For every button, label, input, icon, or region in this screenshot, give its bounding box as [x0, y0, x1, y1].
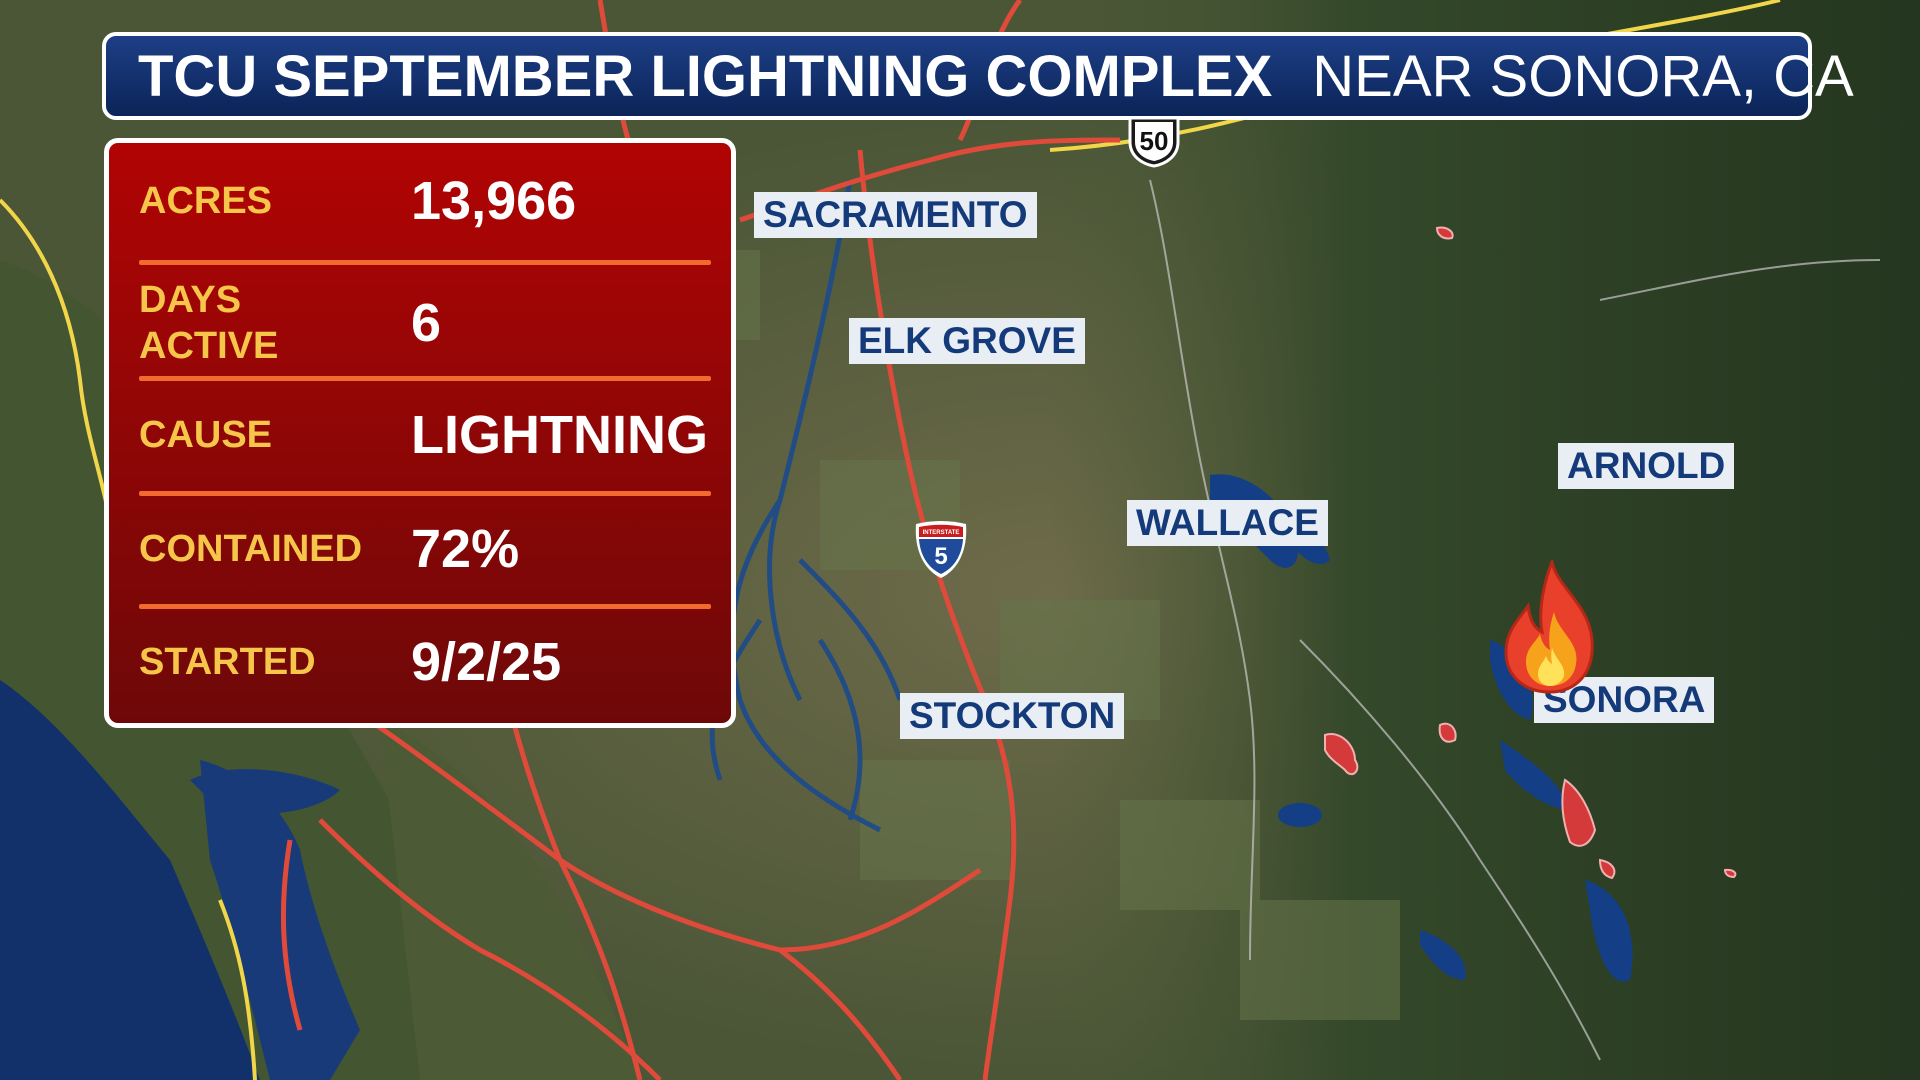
boundary-lines: [1149, 179, 1881, 1061]
title-fire-name: TCU SEPTEMBER LIGHTNING COMPLEX: [138, 43, 1273, 109]
fire-stats-panel: ACRES 13,966 DAYS ACTIVE 6 CAUSE LIGHTNI…: [104, 138, 736, 728]
stat-divider: [139, 376, 711, 381]
city-label-arnold: ARNOLD: [1558, 443, 1735, 489]
fire-perimeter-1: [1324, 733, 1359, 776]
interstate-header: INTERSTATE: [923, 530, 960, 536]
stat-row-days-active: DAYS ACTIVE 6: [139, 277, 711, 373]
highways: [280, 0, 1121, 1080]
san-pablo-bay: [190, 769, 340, 814]
stat-value: LIGHTNING: [411, 405, 708, 465]
farmland: [640, 250, 1400, 1020]
fire-perimeter-6: [1723, 868, 1737, 879]
fire-perimeter-3: [1561, 778, 1597, 847]
fire-perimeter-5: [1435, 226, 1454, 240]
stat-row-started: STARTED 9/2/25: [139, 632, 711, 692]
fire-perimeters: [1324, 226, 1737, 880]
us-route-number: 50: [1140, 126, 1169, 156]
stat-label: ACRES: [139, 180, 273, 222]
title-bar: TCU SEPTEMBER LIGHTNING COMPLEX NEAR SON…: [102, 32, 1854, 120]
city-label-sacramento: SACRAMENTO: [754, 192, 1037, 238]
city-label-wallace: WALLACE: [1127, 500, 1328, 546]
pacific-ocean: [0, 680, 260, 1080]
stat-label: CAUSE: [139, 414, 273, 456]
stat-value: 72%: [411, 519, 520, 579]
stat-row-contained: CONTAINED 72%: [139, 519, 711, 579]
interstate-shield-icon: INTERSTATE 5: [915, 521, 967, 578]
delta-waterways: [709, 179, 903, 833]
stat-value: 6: [411, 293, 442, 353]
city-label-elk-grove: ELK GROVE: [849, 318, 1085, 364]
stat-row-acres: ACRES 13,966: [139, 171, 711, 231]
us-route-shield-icon: 50: [1128, 116, 1180, 168]
title-location: NEAR SONORA, CA: [1312, 43, 1854, 109]
fire-perimeter-2: [1438, 722, 1457, 743]
san-francisco-bay: [200, 760, 360, 1080]
stat-divider: [139, 491, 711, 496]
interstate-number: 5: [934, 543, 947, 570]
stat-divider: [139, 260, 711, 265]
fire-icon: [1504, 560, 1594, 694]
stat-label: STARTED: [139, 641, 316, 683]
stat-row-cause: CAUSE LIGHTNING: [139, 405, 711, 465]
fire-perimeter-4: [1598, 858, 1616, 880]
stat-value: 13,966: [411, 171, 577, 231]
diablo-range: [380, 720, 640, 1080]
city-label-stockton: STOCKTON: [900, 693, 1125, 739]
stat-value: 9/2/25: [411, 632, 562, 692]
stat-label: DAYS ACTIVE: [139, 279, 279, 367]
stat-divider: [139, 604, 711, 609]
stat-label: CONTAINED: [139, 528, 363, 570]
